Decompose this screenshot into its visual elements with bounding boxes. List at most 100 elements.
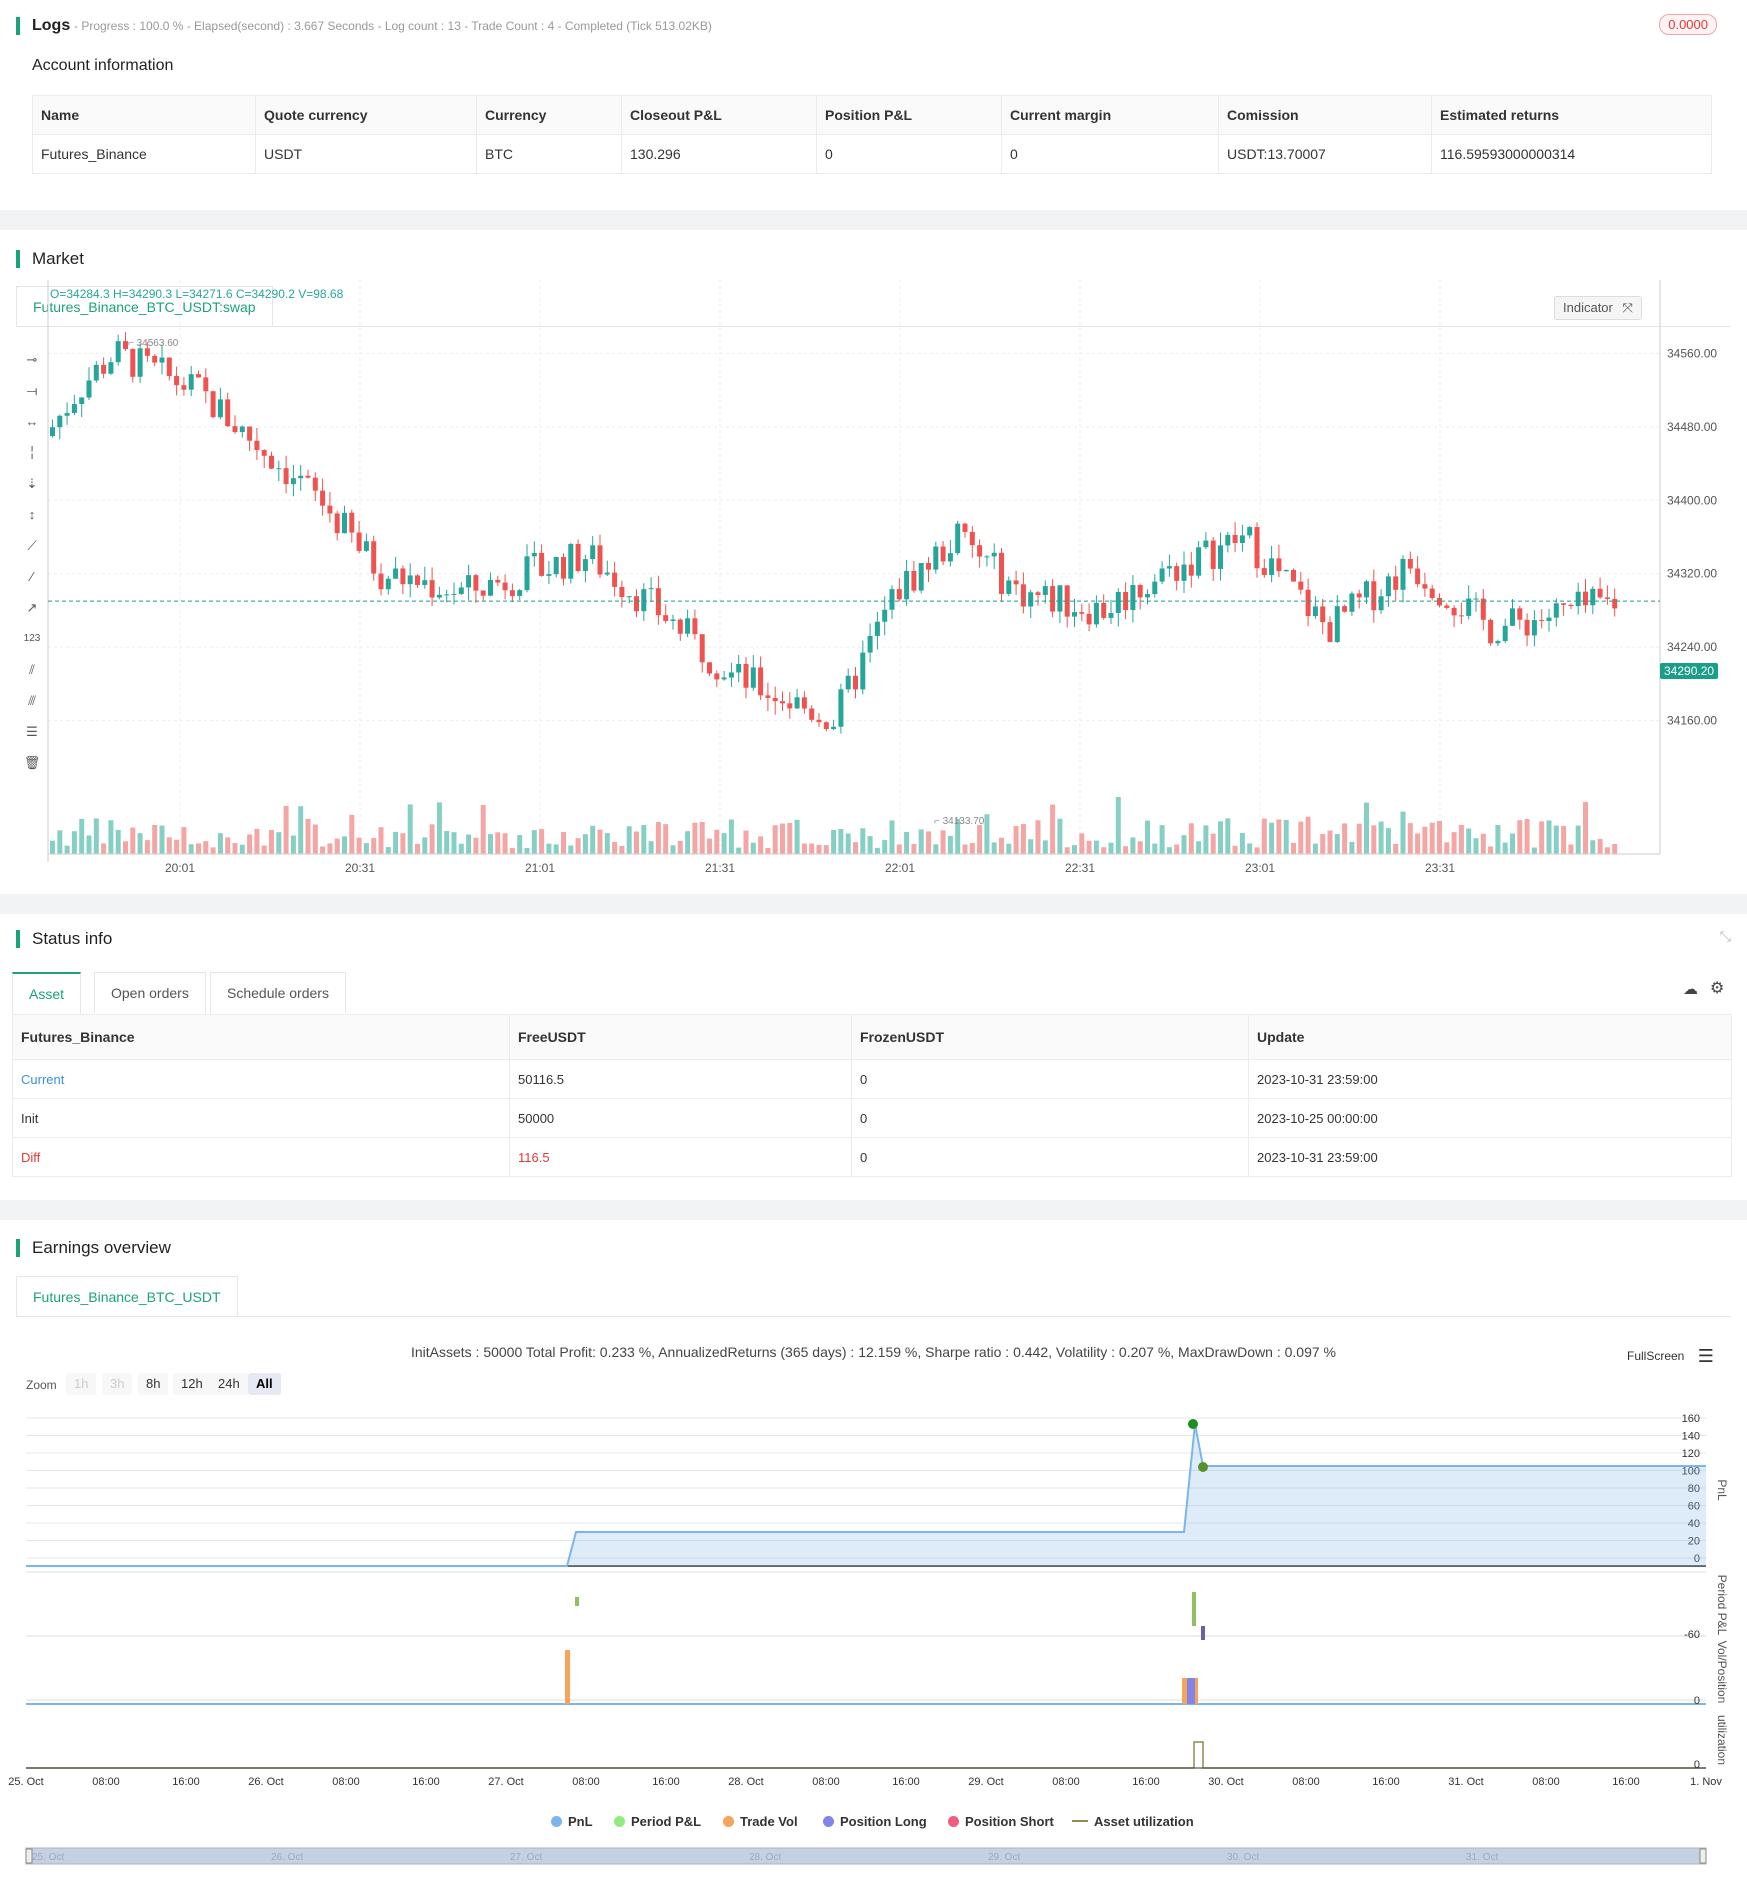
cell: BTC <box>476 134 622 174</box>
x-tick-label: 22:01 <box>885 861 915 875</box>
candle-body <box>1269 558 1275 575</box>
earnings-chart[interactable]: 160 140 120 100 80 60 40 20 0 -60 0 0 PnL Period P&L V… <box>0 1220 1747 1898</box>
candle-body <box>1342 606 1348 612</box>
volume-bar <box>889 820 895 854</box>
candle-body <box>896 589 902 600</box>
tab-earnings-symbol[interactable]: Futures_Binance_BTC_USDT <box>16 1276 238 1317</box>
trash-icon[interactable]: 🗑 <box>23 755 41 770</box>
volume-bar <box>853 842 858 854</box>
legend-trade-vol[interactable]: Trade Vol <box>723 1814 798 1829</box>
low-price-marker: ⌐ 34133.70 <box>934 816 984 827</box>
trend-line-icon[interactable]: ⟋ <box>27 538 37 553</box>
gear-icon[interactable]: ⚙ <box>1710 980 1725 997</box>
fullscreen-button[interactable]: FullScreen ☰ <box>1627 1346 1714 1367</box>
volume-bar <box>327 843 333 854</box>
navigator-tick-label: 30. Oct <box>1227 1852 1259 1863</box>
volume-bar <box>480 805 486 854</box>
legend-position-short[interactable]: Position Short <box>948 1814 1054 1829</box>
vertical-ray-icon[interactable]: ⇣ <box>26 476 38 491</box>
legend-period-pnl[interactable]: Period P&L <box>614 1814 701 1829</box>
trade-vol-bar <box>565 1650 570 1704</box>
logs-title: Logs <box>16 17 70 35</box>
zoom-all-button[interactable]: All <box>248 1373 281 1395</box>
cell: 0 <box>851 1059 1249 1099</box>
candle-body <box>663 615 669 621</box>
volume-bar <box>71 831 77 854</box>
candle-body <box>444 594 450 596</box>
volume-bar <box>466 834 472 854</box>
volume-bar <box>276 832 282 854</box>
candle-body <box>1531 620 1537 636</box>
vertical-segment-icon[interactable]: ↕ <box>28 507 36 522</box>
candle-body <box>1327 622 1333 643</box>
volume-bar <box>918 829 924 854</box>
volume-bar <box>393 831 399 854</box>
marker-arrow-icon: ⌐ <box>128 338 137 349</box>
x-tick-label: 25. Oct <box>8 1776 43 1788</box>
volume-bar <box>495 832 501 854</box>
volume-bar <box>860 828 866 854</box>
candle-body <box>1225 534 1231 546</box>
candle-body <box>312 477 318 491</box>
period-tick-label: -60 <box>1684 1629 1700 1641</box>
candle-body <box>415 575 420 585</box>
volume-bar <box>1451 832 1457 854</box>
candle-body <box>239 426 245 433</box>
horizontal-segment-icon[interactable]: ↔ <box>25 414 39 429</box>
volume-bar <box>1517 820 1523 854</box>
candle-body <box>159 357 165 363</box>
collapse-icon[interactable]: ⤡ <box>1719 928 1731 944</box>
price-channel-icon[interactable]: ⫻ <box>28 693 36 708</box>
legend-position-long[interactable]: Position Long <box>823 1814 927 1829</box>
horizontal-ray-icon[interactable]: ⟞ <box>26 383 38 398</box>
legend-asset-utilization[interactable]: Asset utilization <box>1072 1814 1194 1829</box>
segment-line-icon[interactable]: ↗ <box>26 600 38 615</box>
candle-body <box>1152 581 1158 595</box>
candlestick-chart[interactable]: 34560.00 34480.00 34400.00 34320.00 34240.00… <box>0 230 1747 894</box>
volume-bar <box>531 830 537 854</box>
tab-open-orders[interactable]: Open orders <box>94 972 206 1013</box>
cell: 0 <box>1001 134 1219 174</box>
util-tick-label: 0 <box>1694 1759 1700 1771</box>
parallel-lines-icon[interactable]: ⫽ <box>29 662 35 677</box>
trade-vol-bar <box>1182 1678 1187 1704</box>
candle-body <box>1517 608 1523 620</box>
volume-bar <box>159 825 165 854</box>
ray-line-icon[interactable]: ⁄ <box>30 569 34 584</box>
axis-title: utilization <box>1715 1715 1729 1765</box>
volume-bar <box>217 833 223 854</box>
menu-icon[interactable]: ☰ <box>1697 1346 1714 1366</box>
volume-bar <box>1108 842 1114 854</box>
candle-body <box>823 722 829 730</box>
fibonacci-icon[interactable]: ☰ <box>26 724 38 739</box>
candle-body <box>947 553 953 562</box>
tab-schedule-orders[interactable]: Schedule orders <box>210 972 346 1013</box>
indicator-button[interactable]: Indicator ⤧ <box>1554 296 1642 320</box>
volume-bar <box>181 827 187 854</box>
legend-pnl[interactable]: PnL <box>551 1814 593 1829</box>
volume-bar <box>801 843 807 854</box>
candle-body <box>283 468 289 485</box>
volume-bar <box>845 833 851 854</box>
zoom-12h-button[interactable]: 12h <box>173 1373 211 1395</box>
vertical-line-icon[interactable]: ╎ <box>28 445 36 460</box>
volume-bar <box>1334 834 1340 854</box>
zoom-3h-button[interactable]: 3h <box>102 1373 133 1395</box>
volume-bar <box>831 829 837 854</box>
volume-bar <box>1188 823 1194 854</box>
horizontal-line-icon[interactable]: ⊸ <box>26 352 38 367</box>
volume-bar <box>758 836 764 854</box>
zoom-24h-button[interactable]: 24h <box>210 1373 248 1395</box>
candle-body <box>1254 527 1260 569</box>
candle-body <box>1597 588 1603 598</box>
zoom-8h-button[interactable]: 8h <box>138 1373 169 1395</box>
cell: Futures_Binance <box>32 134 256 174</box>
price-label-icon[interactable]: 123 <box>23 633 41 644</box>
tab-market-symbol[interactable]: Futures_Binance_BTC_USDT:swap <box>16 286 273 327</box>
cloud-download-icon[interactable]: ☁ <box>1683 981 1698 998</box>
tab-asset[interactable]: Asset <box>12 972 82 1014</box>
zoom-1h-button[interactable]: 1h <box>66 1373 97 1395</box>
candle-body <box>1575 591 1581 607</box>
candle-body <box>977 545 983 557</box>
candle-body <box>772 698 778 702</box>
